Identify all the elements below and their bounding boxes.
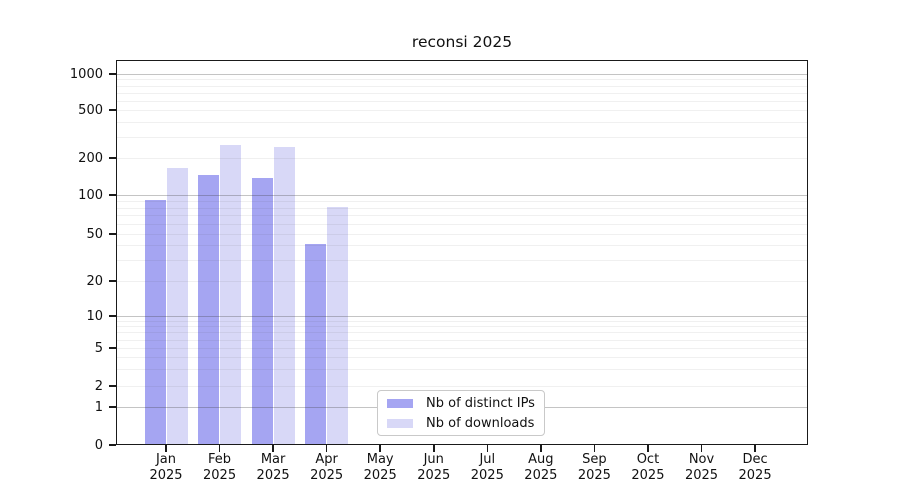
y-tick-mark [109,194,116,196]
y-tick-label: 500 [78,102,103,118]
bar-distinct-ips [251,178,273,445]
minor-gridline [116,110,808,111]
y-tick-label: 2 [94,378,103,394]
y-tick-label: 10 [86,308,103,324]
plot-area [116,60,808,445]
x-tick-mark [593,445,596,452]
y-tick-label: 0 [94,437,103,453]
y-tick-label: 5 [94,340,103,356]
legend-item: Nb of downloads [378,414,544,432]
x-tick-label: Sep 2025 [577,452,611,483]
y-tick-mark [109,280,116,282]
bar-distinct-ips [305,244,327,445]
minor-gridline [116,92,808,94]
x-tick-label: Oct 2025 [631,452,665,483]
minor-gridline [116,79,808,81]
minor-gridline [116,100,808,102]
y-tick-label: 20 [86,273,103,289]
x-tick-mark [379,445,381,452]
bar-downloads [220,144,242,445]
chart-title: reconsi 2025 [411,33,513,51]
x-tick-label: Jun 2025 [417,452,451,483]
bar-downloads [273,147,295,445]
x-tick-mark [700,445,703,452]
x-tick-label: Jan 2025 [149,452,183,483]
y-tick-mark [109,444,116,446]
bar-downloads [166,168,188,445]
x-tick-mark [540,445,542,452]
legend: Nb of distinct IPs Nb of downloads [377,390,545,436]
y-tick-mark [109,347,116,349]
x-tick-mark [486,445,489,452]
legend-label: Nb of distinct IPs [426,395,535,411]
x-tick-label: Apr 2025 [310,452,344,483]
x-tick-label: Jul 2025 [470,452,504,483]
x-tick-mark [433,445,435,452]
y-tick-mark [109,385,116,387]
y-tick-mark [109,406,116,408]
y-tick-label: 200 [78,150,103,166]
x-tick-mark [272,445,274,452]
y-tick-mark [109,233,116,235]
x-tick-mark [647,445,649,452]
minor-gridline [116,136,808,138]
x-tick-label: Mar 2025 [256,452,290,483]
y-tick-label: 100 [78,187,103,203]
x-tick-mark [218,445,221,452]
x-tick-label: Dec 2025 [738,452,772,483]
bar-distinct-ips [198,175,220,445]
y-tick-mark [109,109,116,111]
y-tick-label: 1000 [69,66,103,82]
x-tick-mark [754,445,756,452]
y-tick-mark [109,73,116,75]
x-tick-label: Aug 2025 [524,452,558,483]
y-tick-mark [109,315,116,317]
x-tick-label: Nov 2025 [684,452,719,483]
minor-gridline [116,85,808,87]
legend-item: Nb of distinct IPs [378,394,544,412]
x-tick-mark [325,445,328,452]
bar-downloads [327,206,349,445]
legend-swatch-downloads [387,418,413,428]
legend-label: Nb of downloads [426,415,535,431]
y-tick-mark [109,157,116,159]
y-tick-label: 50 [86,226,103,242]
legend-swatch-distinct-ips [387,398,413,408]
x-tick-label: May 2025 [363,452,397,483]
x-tick-label: Feb 2025 [203,452,237,483]
major-gridline [116,74,808,75]
bar-distinct-ips [144,200,166,445]
minor-gridline [116,121,808,123]
y-tick-label: 1 [94,399,103,415]
x-tick-mark [165,445,167,452]
